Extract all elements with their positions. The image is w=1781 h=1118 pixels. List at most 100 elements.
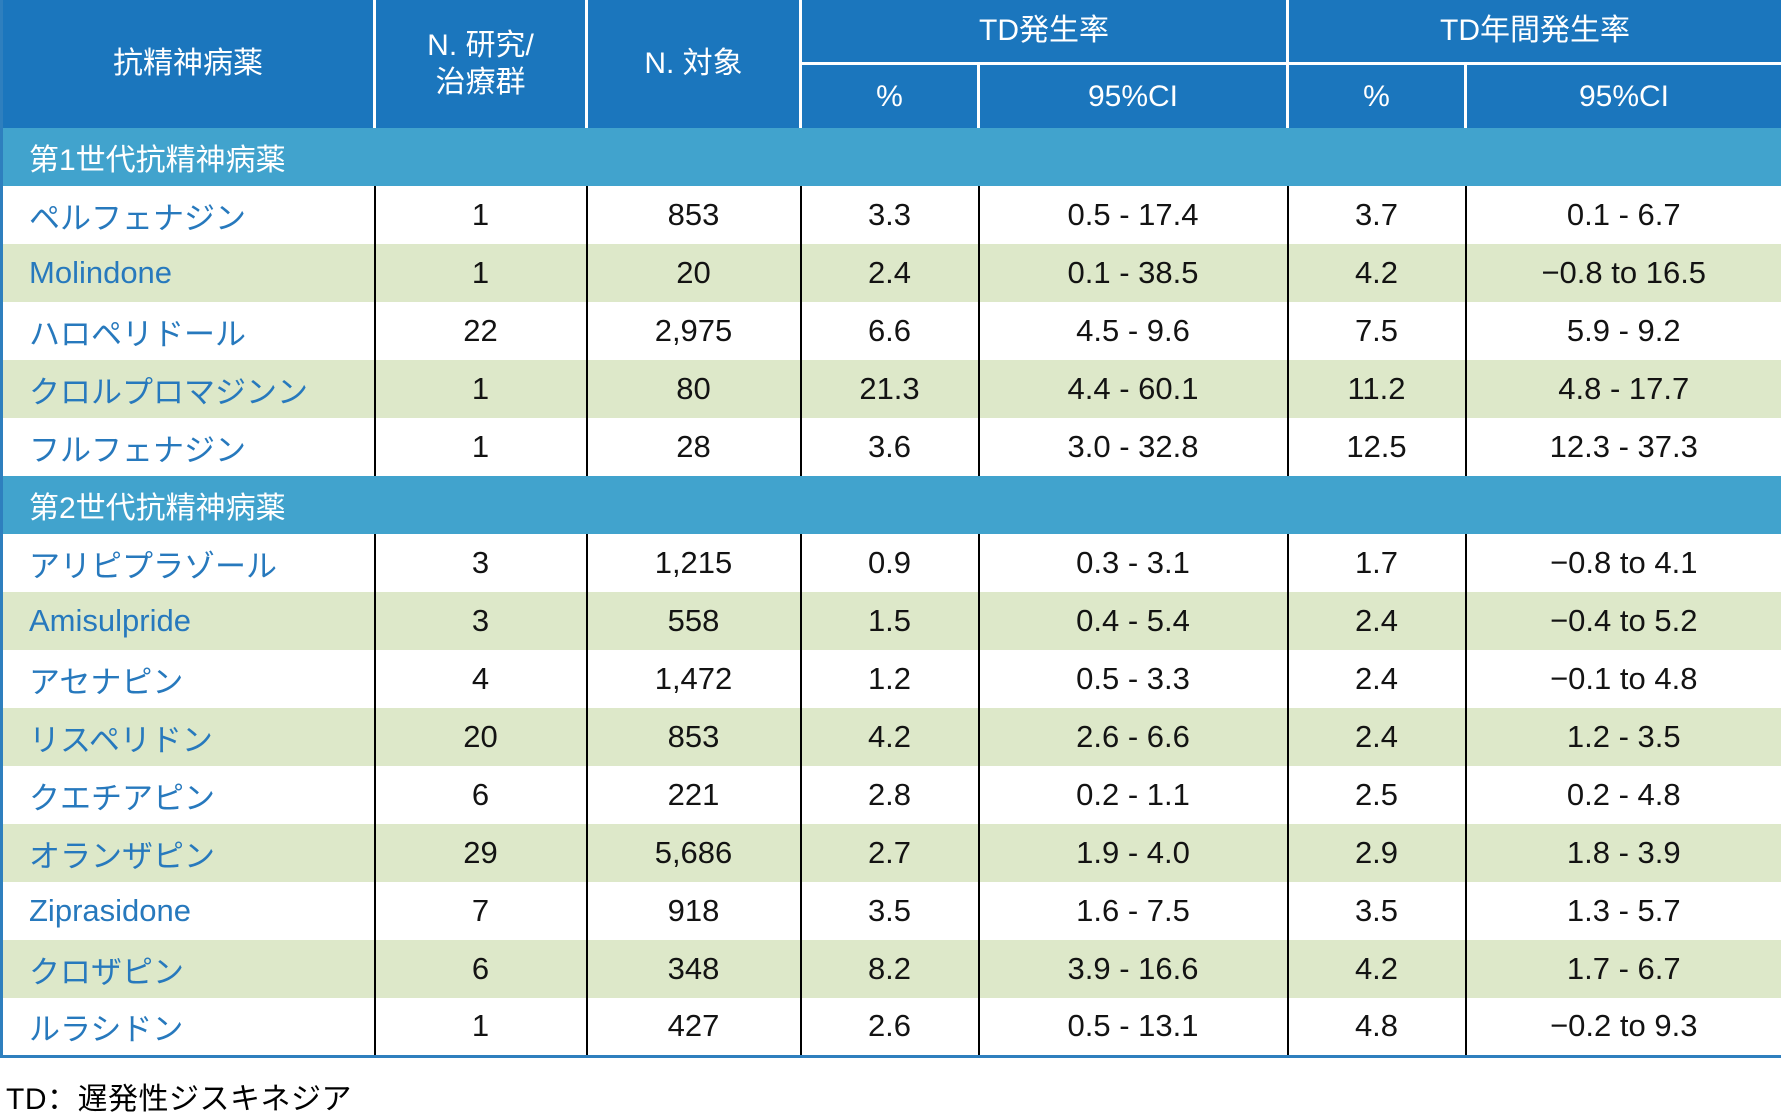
table-row-drug: リスペリドン 20 853 4.2 2.6 - 6.6 2.4 1.2 - 3.… (2, 708, 1781, 766)
n-studies-cell: 7 (375, 882, 587, 940)
annual-ci-cell: −0.4 to 5.2 (1466, 592, 1781, 650)
header-n-studies-line1: N. 研究/ (376, 27, 585, 65)
n-subjects-cell: 1,215 (587, 534, 801, 592)
td-pct-cell: 1.2 (801, 650, 979, 708)
n-studies-cell: 20 (375, 708, 587, 766)
annual-pct-cell: 2.4 (1288, 592, 1466, 650)
td-pct-cell: 2.8 (801, 766, 979, 824)
header-group-td-annual-rate: TD年間発生率 (1288, 0, 1781, 64)
td-ci-cell: 3.9 - 16.6 (979, 940, 1288, 998)
drug-name-cell: アセナピン (2, 650, 375, 708)
td-incidence-table: 抗精神病薬 N. 研究/ 治療群 N. 対象 TD発生率 TD年間発生率 % 9… (0, 0, 1781, 1058)
n-subjects-cell: 5,686 (587, 824, 801, 882)
section-label: 第1世代抗精神病薬 (2, 128, 1781, 186)
td-pct-cell: 21.3 (801, 360, 979, 418)
header-n-studies: N. 研究/ 治療群 (375, 0, 587, 128)
drug-name-cell: オランザピン (2, 824, 375, 882)
td-pct-cell: 8.2 (801, 940, 979, 998)
n-subjects-cell: 2,975 (587, 302, 801, 360)
td-pct-cell: 0.9 (801, 534, 979, 592)
n-subjects-cell: 20 (587, 244, 801, 302)
table-row-drug: クロザピン 6 348 8.2 3.9 - 16.6 4.2 1.7 - 6.7 (2, 940, 1781, 998)
n-studies-cell: 4 (375, 650, 587, 708)
annual-ci-cell: 1.8 - 3.9 (1466, 824, 1781, 882)
annual-pct-cell: 2.5 (1288, 766, 1466, 824)
annual-ci-cell: 1.2 - 3.5 (1466, 708, 1781, 766)
annual-pct-cell: 1.7 (1288, 534, 1466, 592)
annual-pct-cell: 2.4 (1288, 650, 1466, 708)
td-ci-cell: 0.2 - 1.1 (979, 766, 1288, 824)
n-subjects-cell: 80 (587, 360, 801, 418)
annual-ci-cell: −0.2 to 9.3 (1466, 998, 1781, 1056)
table-row-drug: ルラシドン 1 427 2.6 0.5 - 13.1 4.8 −0.2 to 9… (2, 998, 1781, 1056)
drug-name-cell: クロザピン (2, 940, 375, 998)
annual-pct-cell: 12.5 (1288, 418, 1466, 476)
n-subjects-cell: 853 (587, 708, 801, 766)
drug-name-cell: Molindone (2, 244, 375, 302)
annual-ci-cell: 0.1 - 6.7 (1466, 186, 1781, 244)
n-subjects-cell: 427 (587, 998, 801, 1056)
header-group-td-rate: TD発生率 (801, 0, 1288, 64)
td-ci-cell: 3.0 - 32.8 (979, 418, 1288, 476)
annual-pct-cell: 7.5 (1288, 302, 1466, 360)
header-group-row: 抗精神病薬 N. 研究/ 治療群 N. 対象 TD発生率 TD年間発生率 (2, 0, 1781, 64)
td-ci-cell: 4.5 - 9.6 (979, 302, 1288, 360)
header-drug: 抗精神病薬 (2, 0, 375, 128)
section-label: 第2世代抗精神病薬 (2, 476, 1781, 534)
n-studies-cell: 6 (375, 940, 587, 998)
drug-name-cell: リスペリドン (2, 708, 375, 766)
annual-pct-cell: 2.4 (1288, 708, 1466, 766)
td-ci-cell: 0.1 - 38.5 (979, 244, 1288, 302)
annual-ci-cell: 1.7 - 6.7 (1466, 940, 1781, 998)
td-pct-cell: 3.6 (801, 418, 979, 476)
td-pct-cell: 3.3 (801, 186, 979, 244)
td-ci-cell: 1.9 - 4.0 (979, 824, 1288, 882)
n-studies-cell: 1 (375, 244, 587, 302)
table-row-drug: Molindone 1 20 2.4 0.1 - 38.5 4.2 −0.8 t… (2, 244, 1781, 302)
td-ci-cell: 0.5 - 3.3 (979, 650, 1288, 708)
annual-pct-cell: 2.9 (1288, 824, 1466, 882)
drug-name-cell: ハロペリドール (2, 302, 375, 360)
table-row-drug: ペルフェナジン 1 853 3.3 0.5 - 17.4 3.7 0.1 - 6… (2, 186, 1781, 244)
header-td-pct: % (801, 64, 979, 129)
table-row-drug: アリピプラゾール 3 1,215 0.9 0.3 - 3.1 1.7 −0.8 … (2, 534, 1781, 592)
n-studies-cell: 1 (375, 360, 587, 418)
annual-ci-cell: −0.1 to 4.8 (1466, 650, 1781, 708)
td-pct-cell: 6.6 (801, 302, 979, 360)
header-annual-pct: % (1288, 64, 1466, 129)
td-pct-cell: 2.7 (801, 824, 979, 882)
n-subjects-cell: 1,472 (587, 650, 801, 708)
n-studies-cell: 1 (375, 998, 587, 1056)
td-pct-cell: 2.4 (801, 244, 979, 302)
n-studies-cell: 1 (375, 418, 587, 476)
n-subjects-cell: 558 (587, 592, 801, 650)
n-studies-cell: 3 (375, 592, 587, 650)
drug-name-cell: ペルフェナジン (2, 186, 375, 244)
annual-pct-cell: 11.2 (1288, 360, 1466, 418)
td-ci-cell: 1.6 - 7.5 (979, 882, 1288, 940)
table-row-drug: Amisulpride 3 558 1.5 0.4 - 5.4 2.4 −0.4… (2, 592, 1781, 650)
n-subjects-cell: 28 (587, 418, 801, 476)
table-row-drug: フルフェナジン 1 28 3.6 3.0 - 32.8 12.5 12.3 - … (2, 418, 1781, 476)
annual-ci-cell: 4.8 - 17.7 (1466, 360, 1781, 418)
header-td-ci: 95%CI (979, 64, 1288, 129)
drug-name-cell: ルラシドン (2, 998, 375, 1056)
drug-name-cell: クロルプロマジンン (2, 360, 375, 418)
td-ci-cell: 0.4 - 5.4 (979, 592, 1288, 650)
n-studies-cell: 1 (375, 186, 587, 244)
td-ci-cell: 0.5 - 17.4 (979, 186, 1288, 244)
table-row-drug: ハロペリドール 22 2,975 6.6 4.5 - 9.6 7.5 5.9 -… (2, 302, 1781, 360)
td-pct-cell: 1.5 (801, 592, 979, 650)
table-row-section-gen2: 第2世代抗精神病薬 (2, 476, 1781, 534)
table-row-section-gen1: 第1世代抗精神病薬 (2, 128, 1781, 186)
annual-pct-cell: 4.2 (1288, 940, 1466, 998)
header-n-subjects: N. 対象 (587, 0, 801, 128)
td-pct-cell: 4.2 (801, 708, 979, 766)
header-n-studies-line2: 治療群 (376, 64, 585, 102)
annual-ci-cell: −0.8 to 4.1 (1466, 534, 1781, 592)
annual-ci-cell: 12.3 - 37.3 (1466, 418, 1781, 476)
annual-pct-cell: 3.5 (1288, 882, 1466, 940)
annual-ci-cell: 1.3 - 5.7 (1466, 882, 1781, 940)
n-studies-cell: 3 (375, 534, 587, 592)
td-ci-cell: 4.4 - 60.1 (979, 360, 1288, 418)
